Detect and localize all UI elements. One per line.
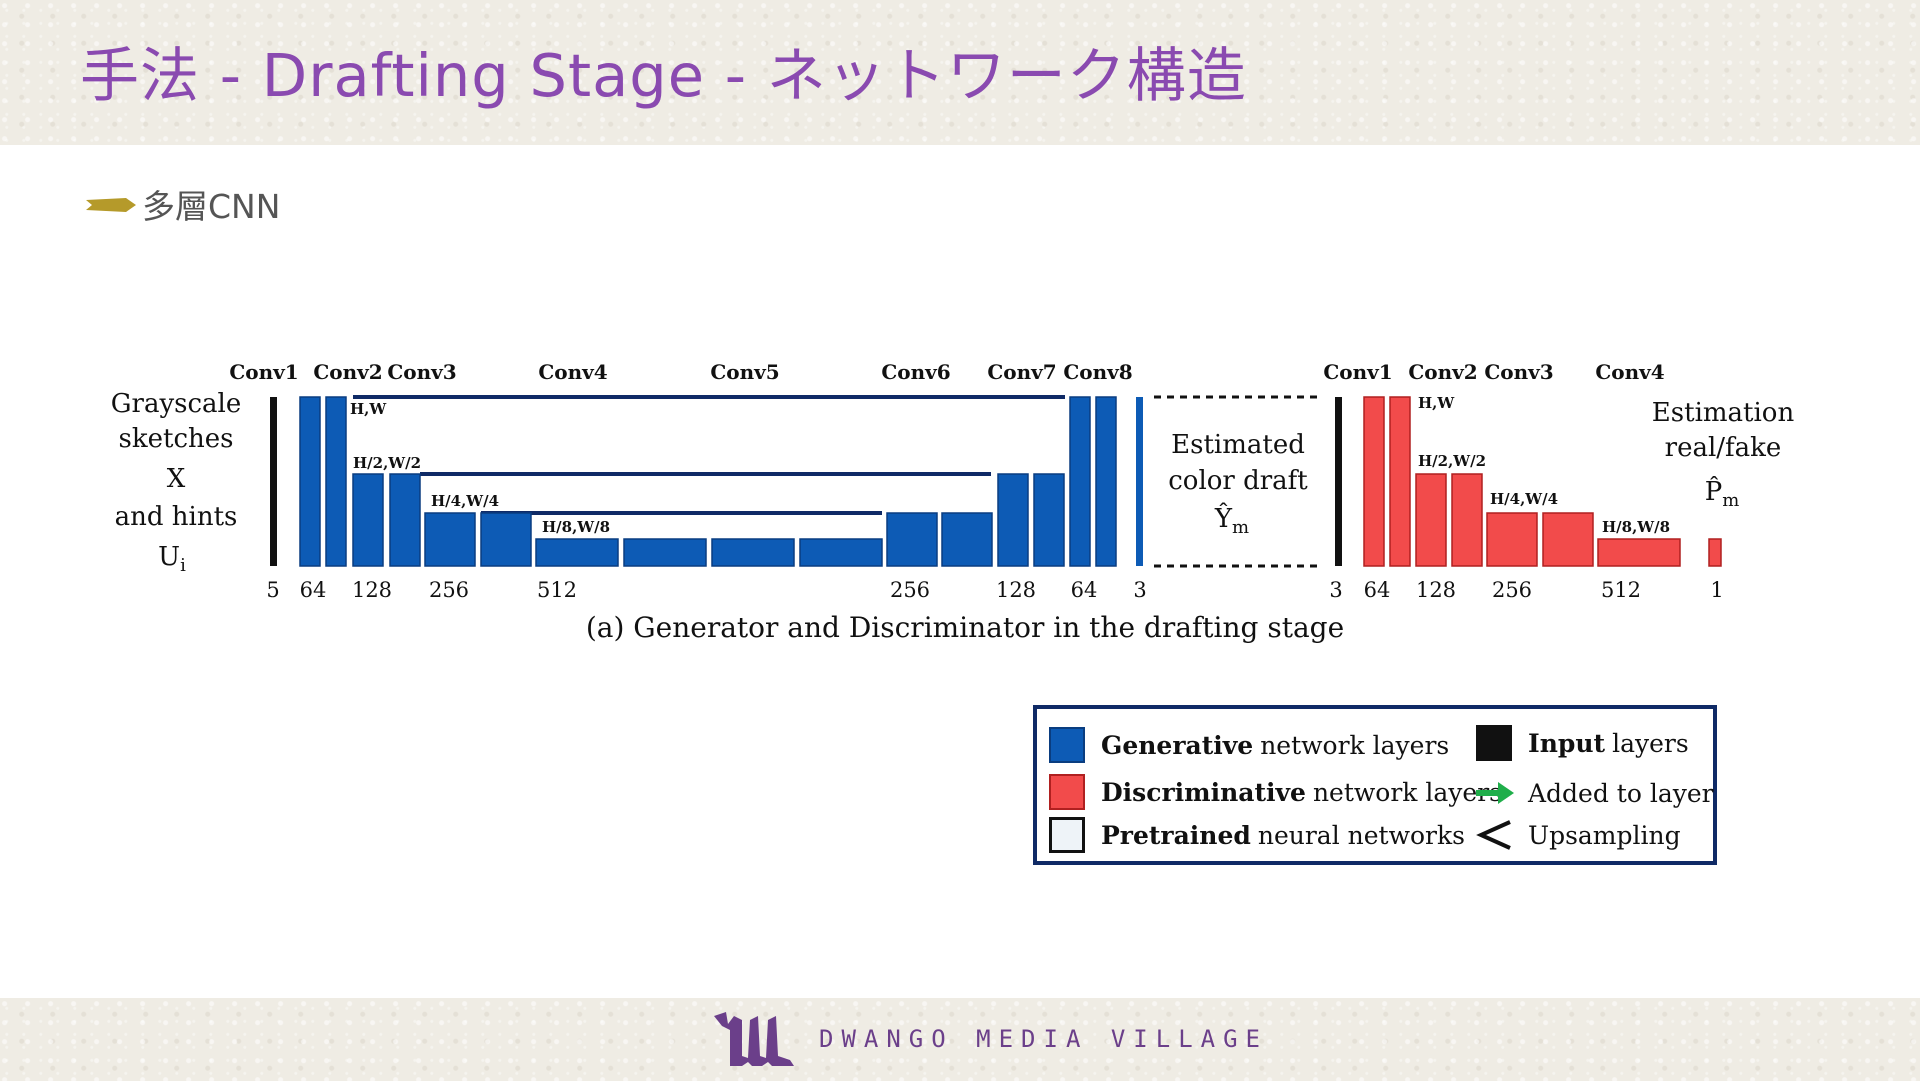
channel-label: 128 [1416,578,1456,602]
slide-title: 手法 - Drafting Stage - ネットワーク構造 [80,41,1247,110]
channel-label: 128 [996,578,1036,602]
dwango-logo-icon [714,1012,794,1066]
legend-input-rest: layers [1612,728,1689,758]
legend-generative-bold: Generative [1101,730,1254,760]
input-label-line4: and hints [115,502,238,532]
output-label-line1: Estimation [1652,398,1795,428]
channel-label: 3 [1329,578,1342,602]
blue-square-icon [1049,727,1085,763]
gen-conv-label: Conv1 [229,360,298,384]
gen-conv-label: Conv3 [387,360,456,384]
channel-label: 64 [1071,578,1098,602]
dim-label: H,W [1418,394,1455,412]
gen-conv-label: Conv8 [1063,360,1132,384]
channel-label: 1 [1710,578,1723,602]
dim-label: H/4,W/4 [1490,490,1558,508]
dim-label: H/2,W/2 [353,454,421,472]
red-square-icon [1049,774,1085,810]
dim-label: H/2,W/2 [1418,452,1486,470]
input-label-u: Ui [158,542,186,576]
legend-input-bold: Input [1528,728,1606,758]
pretrained-network-icon [1049,817,1085,853]
diagram-caption: (a) Generator and Discriminator in the d… [586,611,1344,644]
dim-label: H/8,W/8 [1602,518,1670,536]
green-arrow-icon [1476,782,1514,804]
legend-pretrained: Pretrained neural networks [1049,815,1465,855]
header-band [0,0,1920,145]
channel-label: 5 [266,578,279,602]
dim-label: H/8,W/8 [542,518,610,536]
black-square-icon [1476,725,1512,761]
upsampling-chevron-icon [1476,820,1511,850]
footer-band [0,998,1920,1081]
input-label-x: X [167,464,186,494]
channel-label: 512 [1601,578,1641,602]
channel-label: 256 [1492,578,1532,602]
legend-generative: Generative network layers [1049,725,1449,765]
legend-generative-rest: network layers [1260,730,1450,760]
output-label-p: P̂m [1705,476,1740,511]
gen-conv-label: Conv5 [710,360,779,384]
gen-conv-label: Conv4 [538,360,607,384]
gen-conv-label: Conv6 [881,360,950,384]
disc-conv-label: Conv2 [1408,360,1477,384]
channel-label: 128 [352,578,392,602]
legend-discriminative: Discriminative network layers [1049,772,1502,812]
disc-conv-label: Conv4 [1595,360,1664,384]
output-label-line2: real/fake [1665,433,1782,463]
legend-pretrained-bold: Pretrained [1101,820,1251,850]
draft-label-y: Ŷm [1214,502,1249,538]
legend-box: Generative network layers Discriminative… [1033,705,1717,865]
draft-label-line1: Estimated [1171,430,1305,460]
disc-conv-label: Conv1 [1323,360,1392,384]
draft-label-line2: color draft [1168,466,1308,496]
legend-discriminative-bold: Discriminative [1101,777,1306,807]
input-label-line2: sketches [119,424,234,454]
channel-label: 512 [537,578,577,602]
network-diagram: Conv1 Conv2 Conv3 Conv4 Conv5 Conv6 Conv… [111,360,1795,644]
legend-input: Input layers [1476,723,1689,763]
channel-label: 3 [1133,578,1146,602]
disc-conv-label: Conv3 [1484,360,1553,384]
channel-label: 256 [890,578,930,602]
legend-added-text: Added to layer [1528,778,1714,808]
legend-added: Added to layer [1476,773,1714,813]
legend-pretrained-rest: neural networks [1257,820,1465,850]
legend-upsampling-text: Upsampling [1528,820,1681,850]
dim-label: H/4,W/4 [431,492,499,510]
gen-conv-label: Conv2 [313,360,382,384]
channel-label: 64 [1364,578,1391,602]
footer-brand-text: DWANGO MEDIA VILLAGE [819,1025,1268,1053]
bullet-arrow-icon [86,198,136,212]
dim-label: H,W [350,400,387,418]
gen-conv-label: Conv7 [987,360,1056,384]
channel-label: 64 [300,578,327,602]
channel-label: 256 [429,578,469,602]
legend-discriminative-rest: network layers [1312,777,1502,807]
input-label-line1: Grayscale [111,389,242,419]
legend-upsampling: Upsampling [1476,815,1681,855]
bullet-text: 多層CNN [142,187,281,226]
